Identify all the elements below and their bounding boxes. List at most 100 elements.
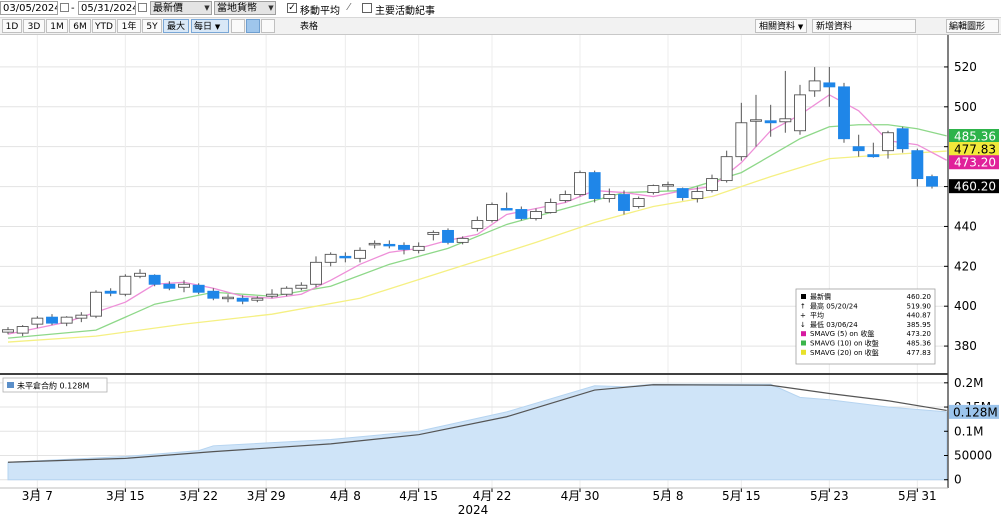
candle-up bbox=[603, 194, 616, 199]
date-tick-label: 3月 22 bbox=[179, 489, 218, 503]
candle-down bbox=[926, 176, 938, 187]
oi-legend-box bbox=[2, 377, 108, 393]
range-5y-button[interactable]: 5Y bbox=[142, 19, 162, 33]
end-date-field[interactable]: 05/31/2024 bbox=[78, 1, 136, 15]
candlesticks bbox=[2, 66, 938, 337]
year-label: 2024 bbox=[458, 503, 489, 517]
legend-value: 477.83 bbox=[907, 349, 932, 357]
candle-up bbox=[559, 194, 572, 201]
range-3d-button[interactable]: 3D bbox=[23, 19, 45, 33]
toolbar: 03/05/2024 - 05/31/2024 最新價 ▼ 當地貨幣 ▼ ✓ 移… bbox=[0, 0, 1001, 18]
chevron-down-icon: ▼ bbox=[797, 23, 804, 31]
date-tick-label: 5月 15 bbox=[722, 489, 761, 503]
legend-name: SMAVG (20) on 收盤 bbox=[810, 348, 879, 357]
calendar-icon[interactable] bbox=[60, 3, 69, 12]
candle-up bbox=[632, 198, 645, 207]
price-chart[interactable]: 380400420440460480500520 0500000.1M0.15M… bbox=[0, 35, 1001, 518]
legend-value: 519.90 bbox=[907, 302, 932, 310]
candle-up bbox=[471, 220, 484, 229]
candle-down bbox=[823, 82, 836, 88]
date-tick-label: 4月 22 bbox=[473, 489, 512, 503]
legend-marker: ↑ bbox=[800, 302, 806, 310]
price-tick-label: 440 bbox=[954, 219, 977, 233]
price-tag-label: 460.20 bbox=[954, 180, 996, 194]
legend-name: SMAVG (5) on 收盤 bbox=[810, 329, 874, 338]
chart-options-button[interactable] bbox=[261, 19, 275, 33]
start-date-field[interactable]: 03/05/2024 bbox=[0, 1, 58, 15]
range-max-button[interactable]: 最大 bbox=[163, 19, 189, 33]
range-ytd-button[interactable]: YTD bbox=[92, 19, 116, 33]
legend-marker: ↓ bbox=[800, 321, 806, 329]
candle-up bbox=[735, 122, 748, 158]
pencil-icon[interactable]: ⁄ bbox=[348, 2, 350, 13]
moving-avg-checkbox[interactable]: ✓ bbox=[287, 3, 297, 13]
price-tag bbox=[949, 129, 999, 143]
legend-name: 最新價 bbox=[810, 292, 831, 301]
new-data-button[interactable]: 新增資料 bbox=[812, 19, 916, 33]
date-tick-label: 5月 23 bbox=[810, 489, 849, 503]
candle-down bbox=[383, 243, 396, 247]
candle-up bbox=[310, 261, 322, 285]
legend-value: 460.20 bbox=[907, 293, 932, 301]
range-bar: 1D 3D 1M 6M YTD 1年 5Y 最大 每日 ▼ 表格 相關資料 ▼ … bbox=[0, 18, 1001, 35]
candle-up bbox=[222, 296, 234, 300]
candle-down bbox=[46, 316, 58, 324]
date-tick-label: 3月 15 bbox=[106, 489, 145, 503]
candle-down bbox=[896, 128, 909, 150]
candle-up bbox=[808, 80, 821, 92]
candle-up bbox=[280, 287, 293, 295]
period-select[interactable]: 每日 ▼ bbox=[191, 19, 229, 33]
candle-down bbox=[339, 255, 352, 259]
moving-avg-label[interactable]: 移動平均 bbox=[300, 6, 340, 17]
chevron-down-icon[interactable]: ▼ bbox=[204, 4, 210, 12]
candle-down bbox=[148, 274, 161, 285]
calendar-icon[interactable] bbox=[138, 3, 147, 12]
related-data-label: 相關資料 bbox=[759, 22, 796, 32]
chart-style-button[interactable] bbox=[231, 19, 245, 33]
chevron-down-icon[interactable]: ▼ bbox=[268, 4, 274, 12]
candle-up bbox=[266, 293, 278, 297]
related-data-button[interactable]: 相關資料 ▼ bbox=[755, 19, 807, 33]
range-1y-button[interactable]: 1年 bbox=[117, 19, 141, 33]
candle-up bbox=[75, 314, 88, 319]
price-tag-label: 485.36 bbox=[954, 130, 996, 144]
date-tick-label: 4月 30 bbox=[561, 489, 600, 503]
price-tag bbox=[949, 142, 999, 157]
candle-up bbox=[720, 156, 733, 182]
oi-tick-label: 0.1M bbox=[954, 424, 983, 438]
candle-up bbox=[119, 275, 132, 295]
range-1d-button[interactable]: 1D bbox=[2, 19, 22, 33]
candle-up bbox=[295, 284, 308, 289]
legend-name: SMAVG (10) on 收盤 bbox=[810, 339, 879, 348]
edit-chart-button[interactable]: 編輯圖形 bbox=[946, 19, 999, 33]
price-tag-label: 477.83 bbox=[954, 143, 996, 157]
candle-up bbox=[412, 245, 425, 251]
price-tag bbox=[949, 155, 999, 170]
candle-up bbox=[706, 178, 718, 192]
range-1m-button[interactable]: 1M bbox=[46, 19, 68, 33]
price-tag-label: 473.20 bbox=[954, 156, 996, 170]
table-button[interactable]: 表格 bbox=[299, 22, 318, 32]
candle-down bbox=[398, 244, 410, 250]
price-field-select[interactable]: 最新價 bbox=[150, 1, 212, 15]
price-tick-label: 420 bbox=[954, 259, 977, 273]
candle-up bbox=[31, 317, 44, 325]
events-checkbox[interactable] bbox=[362, 3, 372, 13]
price-legend: 最新價 460.20 ↑ 最高 05/20/24 519.90 + 平均 440.87 ↓ 最低 … bbox=[795, 288, 936, 365]
candle-up bbox=[882, 132, 894, 152]
oi-tag bbox=[949, 404, 999, 419]
candle-up bbox=[647, 185, 660, 193]
chart-style-active-button[interactable] bbox=[246, 19, 260, 33]
candle-up bbox=[60, 316, 73, 324]
events-label[interactable]: 主要活動紀事 bbox=[375, 6, 435, 17]
sma-line-0 bbox=[7, 150, 947, 343]
candle-down bbox=[764, 120, 777, 124]
date-tick-label: 3月 7 bbox=[22, 489, 53, 503]
currency-select[interactable]: 當地貨幣 bbox=[214, 1, 276, 15]
range-6m-button[interactable]: 6M bbox=[69, 19, 91, 33]
legend-value: 473.20 bbox=[907, 330, 932, 338]
candle-up bbox=[456, 237, 469, 243]
date-tick-label: 3月 29 bbox=[247, 489, 286, 503]
candle-down bbox=[838, 86, 850, 140]
oi-tick-label: 50000 bbox=[954, 449, 992, 463]
